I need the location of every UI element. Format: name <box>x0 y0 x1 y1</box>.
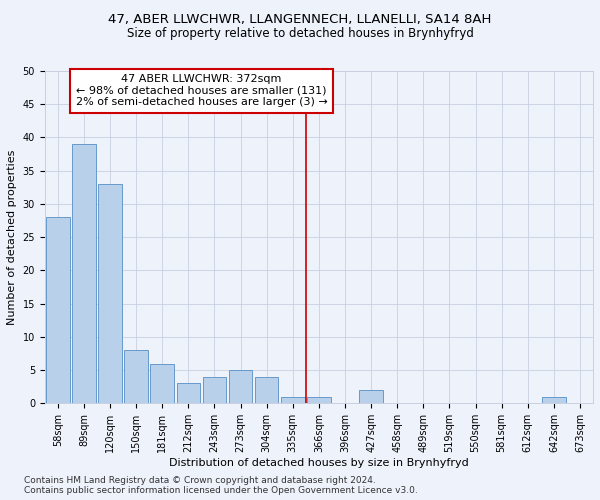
Bar <box>98 184 122 404</box>
Bar <box>151 364 174 404</box>
Bar <box>281 397 305 404</box>
Bar <box>542 397 566 404</box>
Bar <box>229 370 253 404</box>
Bar <box>359 390 383 404</box>
Text: 47, ABER LLWCHWR, LLANGENNECH, LLANELLI, SA14 8AH: 47, ABER LLWCHWR, LLANGENNECH, LLANELLI,… <box>109 12 491 26</box>
Bar <box>307 397 331 404</box>
Bar <box>176 384 200 404</box>
Bar <box>124 350 148 404</box>
Bar <box>46 217 70 404</box>
Bar <box>255 377 278 404</box>
Text: Size of property relative to detached houses in Brynhyfryd: Size of property relative to detached ho… <box>127 28 473 40</box>
Bar <box>72 144 95 404</box>
Text: Contains HM Land Registry data © Crown copyright and database right 2024.
Contai: Contains HM Land Registry data © Crown c… <box>24 476 418 495</box>
Text: 47 ABER LLWCHWR: 372sqm
← 98% of detached houses are smaller (131)
2% of semi-de: 47 ABER LLWCHWR: 372sqm ← 98% of detache… <box>76 74 327 108</box>
Y-axis label: Number of detached properties: Number of detached properties <box>7 150 17 325</box>
X-axis label: Distribution of detached houses by size in Brynhyfryd: Distribution of detached houses by size … <box>169 458 469 468</box>
Bar <box>203 377 226 404</box>
